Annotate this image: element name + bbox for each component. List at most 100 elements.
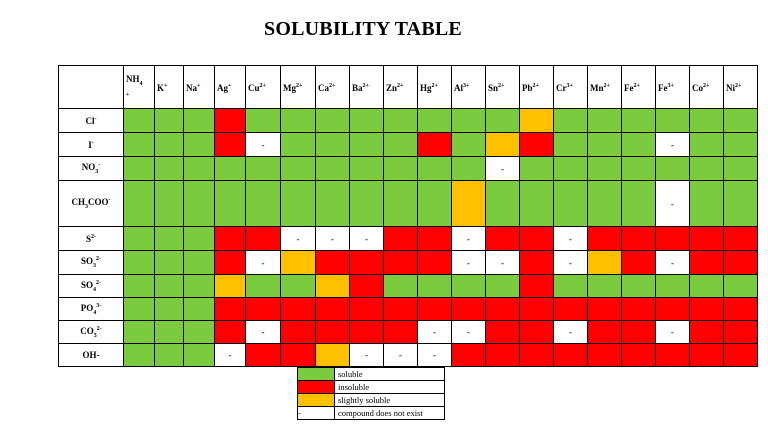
formula-base: Zn <box>386 83 398 93</box>
solubility-cell <box>123 156 155 181</box>
solubility-cell <box>315 108 350 133</box>
solubility-cell <box>183 320 215 344</box>
anion-header: PO43- <box>58 297 124 321</box>
solubility-cell <box>383 274 418 298</box>
solubility-cell <box>154 156 184 181</box>
solubility-cell <box>621 180 656 227</box>
cation-header-nh+: NH4 + <box>123 65 155 109</box>
solubility-cell <box>280 156 316 181</box>
legend-item: insoluble <box>297 380 445 394</box>
formula-base: PO <box>80 302 94 313</box>
solubility-cell <box>315 297 350 321</box>
solubility-cell <box>689 274 724 298</box>
formula-charge: 3+ <box>566 83 573 89</box>
solubility-cell <box>587 274 622 298</box>
solubility-cell <box>587 226 622 251</box>
solubility-cell: - <box>485 250 520 275</box>
solubility-cell: - <box>245 132 281 157</box>
formula-charge: 2- <box>96 325 102 332</box>
solubility-cell <box>655 108 690 133</box>
solubility-cell <box>349 180 384 227</box>
solubility-cell <box>417 132 452 157</box>
formula-base: Na <box>186 83 197 93</box>
solubility-cell <box>349 156 384 181</box>
solubility-cell <box>417 297 452 321</box>
legend-item: - compound does not exist <box>297 406 445 420</box>
solubility-cell <box>519 226 554 251</box>
formula-base: Ag <box>217 83 228 93</box>
solubility-cell <box>553 132 588 157</box>
anion-header: SO32- <box>58 250 124 275</box>
solubility-cell <box>723 343 758 367</box>
formula-charge: + <box>197 83 201 89</box>
page-title: SOLUBILITY TABLE <box>264 18 462 40</box>
solubility-cell <box>183 274 215 298</box>
anion-header: SO42- <box>58 274 124 298</box>
solubility-cell <box>655 343 690 367</box>
solubility-cell: - <box>383 343 418 367</box>
solubility-cell <box>183 180 215 227</box>
solubility-cell <box>451 132 486 157</box>
solubility-cell: - <box>280 226 316 251</box>
solubility-cell <box>245 343 281 367</box>
solubility-cell <box>723 132 758 157</box>
solubility-cell <box>383 180 418 227</box>
formula-base: SO <box>80 256 93 267</box>
solubility-cell <box>383 250 418 275</box>
solubility-cell <box>245 274 281 298</box>
solubility-cell <box>655 226 690 251</box>
solubility-cell <box>723 180 758 227</box>
table-row: SO32- - - - - - <box>58 250 758 275</box>
cation-header-mn2+: Mn2+ <box>587 65 622 109</box>
solubility-cell <box>587 320 622 344</box>
solubility-cell <box>689 297 724 321</box>
solubility-cell <box>621 320 656 344</box>
solubility-cell <box>519 274 554 298</box>
legend-swatch: - <box>297 406 335 420</box>
solubility-cell <box>383 226 418 251</box>
formula-base: S <box>85 233 91 244</box>
formula-charge: 2- <box>91 233 96 240</box>
legend-label: insoluble <box>334 380 445 394</box>
solubility-cell <box>485 320 520 344</box>
formula-charge: 2+ <box>633 83 640 89</box>
solubility-cell: - <box>451 320 486 344</box>
solubility-cell: - <box>553 226 588 251</box>
solubility-cell <box>349 132 384 157</box>
solubility-cell <box>689 250 724 275</box>
solubility-cell <box>519 297 554 321</box>
table-row: Cl- <box>58 108 758 133</box>
solubility-cell <box>315 132 350 157</box>
solubility-cell <box>280 343 316 367</box>
solubility-cell <box>451 180 486 227</box>
solubility-cell: - <box>214 343 246 367</box>
solubility-cell <box>123 132 155 157</box>
solubility-cell <box>621 226 656 251</box>
formula-base: I <box>88 139 92 150</box>
legend-label: compound does not exist <box>334 406 445 420</box>
solubility-cell: - <box>553 320 588 344</box>
legend-label: slightly soluble <box>334 393 445 407</box>
solubility-cell <box>451 156 486 181</box>
table-row: SO42- <box>58 274 758 298</box>
solubility-cell <box>123 180 155 227</box>
solubility-cell <box>587 108 622 133</box>
solubility-cell <box>621 343 656 367</box>
anion-header: NO3- <box>58 156 124 181</box>
solubility-cell <box>723 250 758 275</box>
cation-header-ba2+: Ba2+ <box>349 65 384 109</box>
solubility-cell <box>214 132 246 157</box>
solubility-cell <box>315 156 350 181</box>
solubility-cell <box>315 343 350 367</box>
formula-base: Fe <box>624 83 634 93</box>
solubility-cell <box>183 108 215 133</box>
cation-header-zn2+: Zn2+ <box>383 65 418 109</box>
table-row: CH3COO- - <box>58 180 758 227</box>
formula-subscript: 4 <box>93 286 96 293</box>
solubility-cell <box>123 274 155 298</box>
solubility-cell: - <box>417 320 452 344</box>
solubility-cell: - <box>417 343 452 367</box>
formula-base: CH <box>71 197 85 208</box>
formula-charge: 3- <box>96 302 102 309</box>
solubility-cell <box>417 250 452 275</box>
